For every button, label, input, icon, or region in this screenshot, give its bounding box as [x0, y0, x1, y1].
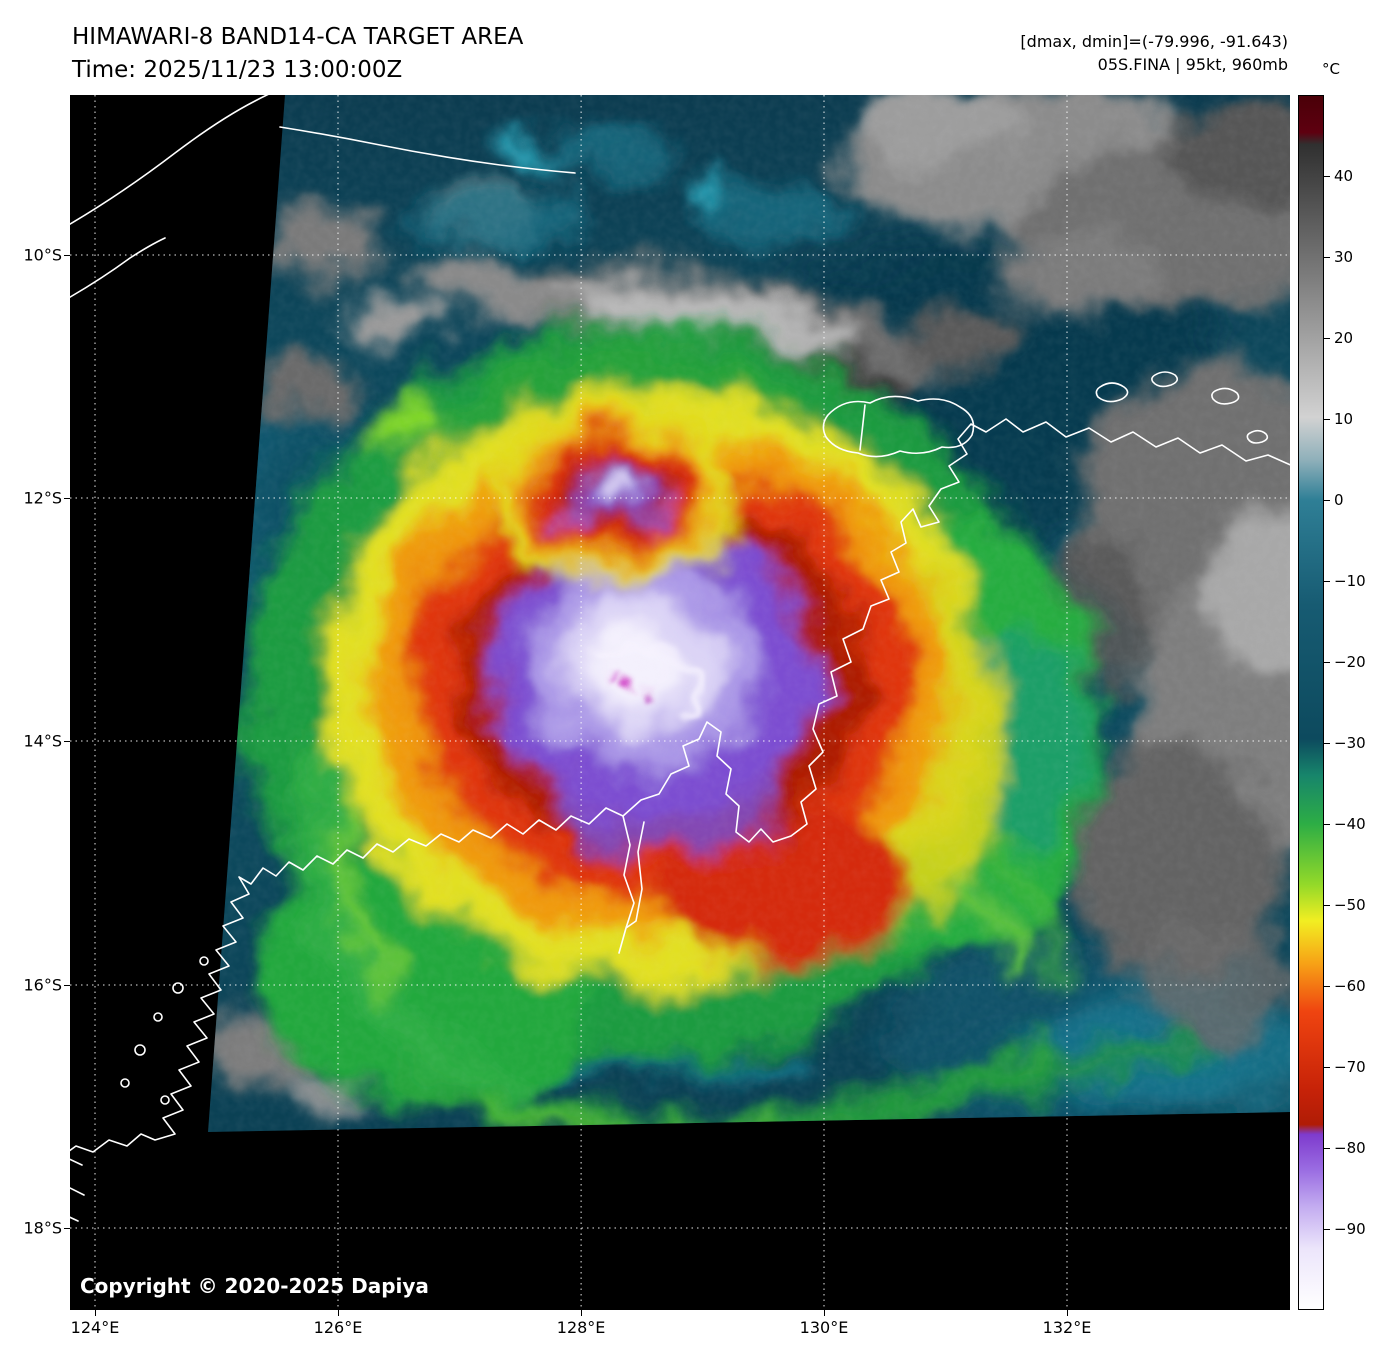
latitude-tick-label: 10°S — [23, 245, 62, 265]
longitude-tick-label: 130°E — [799, 1318, 849, 1337]
colorbar-tickmark — [1324, 986, 1330, 987]
latitude-tickmark — [64, 498, 70, 499]
colorbar-tick-label: −20 — [1334, 653, 1366, 671]
latitude-tick-label: 16°S — [23, 975, 62, 995]
coastline-tiwi-islands — [822, 395, 975, 458]
colorbar-tick-label: −60 — [1334, 977, 1366, 995]
colorbar-tick-label: 40 — [1334, 167, 1354, 185]
dmax-dmin-annotation: [dmax, dmin]=(-79.996, -91.643) — [1020, 32, 1288, 51]
colorbar-tick-label: −70 — [1334, 1058, 1366, 1076]
colorbar-tick-label: 20 — [1334, 329, 1354, 347]
colorbar-tickmark — [1324, 1229, 1330, 1230]
colorbar-tickmark — [1324, 500, 1330, 501]
colorbar-tickmark — [1324, 743, 1330, 744]
latlon-gridlines — [70, 95, 1290, 1310]
colorbar-tickmark — [1324, 257, 1330, 258]
latitude-tickmark — [64, 1228, 70, 1229]
coastline-australia-north — [70, 418, 1290, 1153]
latitude-tick-label: 12°S — [23, 488, 62, 508]
colorbar-tickmark — [1324, 176, 1330, 177]
longitude-tickmark — [824, 1310, 825, 1316]
longitude-tickmark — [95, 1310, 96, 1316]
colorbar-tickmark — [1324, 419, 1330, 420]
latitude-tick-label: 18°S — [23, 1218, 62, 1238]
colorbar-tick-label: −10 — [1334, 572, 1366, 590]
colorbar-gradient — [1298, 95, 1324, 1310]
colorbar-tickmark — [1324, 1067, 1330, 1068]
colorbar-unit-label: °C — [1322, 60, 1340, 78]
coastline-timor-south — [279, 126, 576, 174]
longitude-tickmark — [1067, 1310, 1068, 1316]
longitude-tick-label: 126°E — [313, 1318, 363, 1337]
storm-info-annotation: 05S.FINA | 95kt, 960mb — [1097, 55, 1288, 74]
colorbar-tick-label: −80 — [1334, 1139, 1366, 1157]
coastline-rote-island — [70, 237, 166, 299]
colorbar-tick-label: 10 — [1334, 410, 1354, 428]
timestamp: Time: 2025/11/23 13:00:00Z — [72, 57, 403, 83]
satellite-image — [70, 95, 1290, 1310]
coastlines — [70, 95, 1290, 1222]
page-title: HIMAWARI-8 BAND14-CA TARGET AREA — [72, 24, 524, 50]
copyright-text: Copyright © 2020-2025 Dapiya — [80, 1274, 429, 1298]
longitude-tickmark — [581, 1310, 583, 1316]
latitude-tick-label: 14°S — [23, 731, 62, 751]
cloud-texture-noise — [208, 95, 1290, 1132]
colorbar-tick-label: −30 — [1334, 734, 1366, 752]
colorbar-tickmark — [1324, 662, 1330, 663]
colorbar-tickmark — [1324, 338, 1330, 339]
satellite-plot-area — [70, 95, 1290, 1310]
colorbar-tickmark — [1324, 824, 1330, 825]
longitude-tick-label: 128°E — [556, 1318, 606, 1337]
latitude-tickmark — [64, 985, 70, 986]
coastline-small-islands-ne — [1095, 371, 1269, 444]
colorbar-tick-label: −40 — [1334, 815, 1366, 833]
colorbar-tickmark — [1324, 1148, 1330, 1149]
coastline-cambridge-gulf — [618, 815, 645, 954]
colorbar-tickmark — [1324, 581, 1330, 582]
coastline-kimberley-islands — [120, 956, 209, 1105]
longitude-tickmark — [338, 1310, 339, 1316]
coastline-left-edge-fragments — [70, 1158, 85, 1222]
coastline-timor-north — [70, 95, 269, 225]
latitude-tickmark — [64, 741, 70, 742]
colorbar-tick-label: −50 — [1334, 896, 1366, 914]
longitude-tick-label: 124°E — [70, 1318, 120, 1337]
colorbar-tickmark — [1324, 905, 1330, 906]
colorbar-tick-label: −90 — [1334, 1220, 1366, 1238]
colorbar-tick-label: 30 — [1334, 248, 1354, 266]
longitude-tick-label: 132°E — [1042, 1318, 1092, 1337]
latitude-tickmark — [64, 255, 70, 256]
colorbar-tick-label: 0 — [1334, 491, 1344, 509]
satellite-data-swath — [208, 95, 1290, 1132]
